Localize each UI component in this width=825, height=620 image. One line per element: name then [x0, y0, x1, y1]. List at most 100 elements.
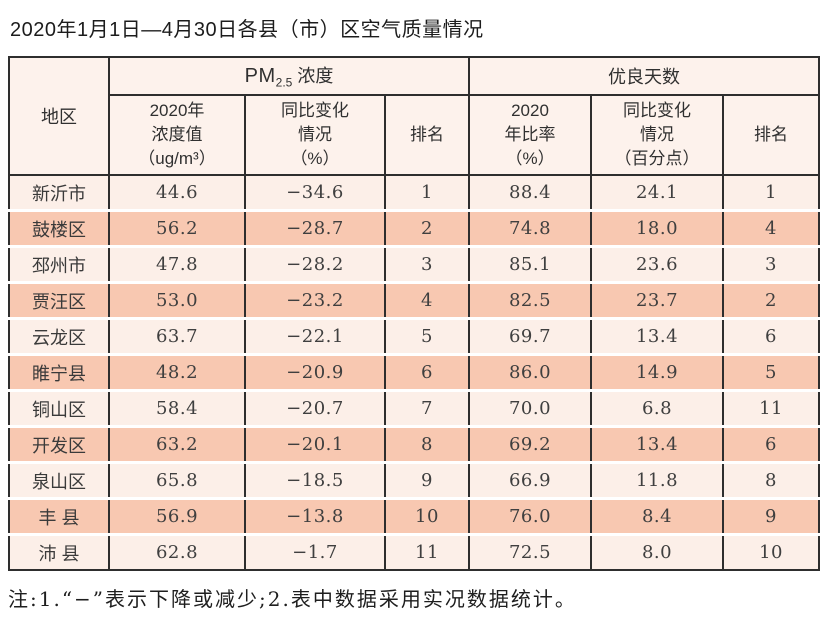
cell-days-rank: 3 — [722, 246, 820, 284]
header-sub-row: 2020年 浓度值 （ug/m³） 同比变化 情况 （%） 排名 2020 年比… — [9, 95, 820, 176]
cell-days-rate: 74.8 — [468, 210, 592, 248]
cell-days-change: 8.4 — [590, 498, 724, 536]
pm25-subscript: 2.5 — [275, 75, 293, 90]
cell-days-change: 23.6 — [590, 246, 724, 284]
cell-region: 开发区 — [8, 426, 109, 464]
cell-region: 泉山区 — [8, 462, 109, 500]
col-header-days-rate: 2020 年比率 （%） — [468, 95, 592, 176]
cell-days-rank: 10 — [722, 534, 820, 570]
col-group-good-days: 优良天数 — [468, 57, 820, 96]
cell-region: 鼓楼区 — [8, 210, 109, 248]
table-row: 开发区 63.2 −20.1 8 69.2 13.4 6 — [8, 426, 820, 464]
cell-pm-change: −13.8 — [244, 498, 385, 536]
col-header-pm-value: 2020年 浓度值 （ug/m³） — [108, 95, 245, 176]
cell-pm-change: −34.6 — [244, 175, 385, 212]
cell-days-rate: 85.1 — [468, 246, 592, 284]
cell-pm-change: −1.7 — [244, 534, 385, 570]
air-quality-table: 地区 PM2.5 浓度 优良天数 2020年 浓度值 （ug/m³） 同比变化 … — [8, 56, 821, 571]
cell-days-rank: 4 — [722, 210, 820, 248]
cell-pm-value: 62.8 — [108, 534, 245, 570]
cell-days-rank: 2 — [722, 282, 820, 320]
cell-pm-rank: 9 — [383, 462, 470, 500]
cell-days-change: 24.1 — [590, 175, 724, 212]
table-row: 泉山区 65.8 −18.5 9 66.9 11.8 8 — [8, 462, 820, 500]
table-row: 丰 县 56.9 −13.8 10 76.0 8.4 9 — [8, 498, 820, 536]
cell-days-change: 13.4 — [590, 318, 724, 356]
table-row: 沛 县 62.8 −1.7 11 72.5 8.0 10 — [8, 534, 820, 570]
cell-pm-rank: 7 — [383, 390, 470, 428]
cell-days-rate: 69.2 — [468, 426, 592, 464]
cell-days-rank: 1 — [722, 175, 820, 212]
col-header-pm-change: 同比变化 情况 （%） — [244, 95, 385, 176]
table-row: 铜山区 58.4 −20.7 7 70.0 6.8 11 — [8, 390, 820, 428]
cell-pm-change: −20.1 — [244, 426, 385, 464]
cell-region: 沛 县 — [8, 534, 109, 570]
cell-pm-value: 53.0 — [108, 282, 245, 320]
cell-pm-rank: 6 — [383, 354, 470, 392]
cell-region: 睢宁县 — [8, 354, 109, 392]
page-title: 2020年1月1日—4月30日各县（市）区空气质量情况 — [10, 19, 484, 41]
cell-days-rank: 6 — [722, 426, 820, 464]
cell-pm-change: −20.7 — [244, 390, 385, 428]
col-group-pm25: PM2.5 浓度 — [107, 57, 470, 96]
cell-pm-rank: 4 — [383, 282, 470, 320]
cell-days-rate: 66.9 — [468, 462, 592, 500]
cell-pm-rank: 10 — [383, 498, 470, 536]
table-body: 新沂市 44.6 −34.6 1 88.4 24.1 1 鼓楼区 56.2 −2… — [8, 175, 820, 570]
cell-days-change: 13.4 — [590, 426, 724, 464]
cell-pm-rank: 5 — [383, 318, 470, 356]
table-row: 新沂市 44.6 −34.6 1 88.4 24.1 1 — [8, 175, 820, 212]
cell-pm-rank: 1 — [383, 175, 470, 212]
cell-days-rank: 6 — [722, 318, 820, 356]
pm25-label-rest: 浓度 — [292, 66, 334, 87]
cell-days-rate: 88.4 — [468, 175, 592, 212]
cell-days-change: 6.8 — [590, 390, 724, 428]
pm25-label: PM — [244, 65, 276, 88]
cell-region: 云龙区 — [8, 318, 109, 356]
cell-pm-rank: 11 — [383, 534, 470, 570]
header-group-row: 地区 PM2.5 浓度 优良天数 — [8, 57, 820, 176]
cell-days-rank: 8 — [722, 462, 820, 500]
cell-pm-value: 58.4 — [108, 390, 245, 428]
cell-days-rank: 5 — [722, 354, 820, 392]
cell-region: 铜山区 — [8, 390, 109, 428]
col-header-region: 地区 — [8, 57, 109, 176]
cell-pm-rank: 2 — [383, 210, 470, 248]
cell-pm-rank: 3 — [383, 246, 470, 284]
table-row: 睢宁县 48.2 −20.9 6 86.0 14.9 5 — [8, 354, 820, 392]
cell-days-rate: 82.5 — [468, 282, 592, 320]
table-row: 鼓楼区 56.2 −28.7 2 74.8 18.0 4 — [8, 210, 820, 248]
cell-days-change: 23.7 — [590, 282, 724, 320]
cell-days-rate: 76.0 — [468, 498, 592, 536]
cell-pm-change: −28.7 — [244, 210, 385, 248]
table-header: 地区 PM2.5 浓度 优良天数 2020年 浓度值 （ug/m³） 同比变化 … — [8, 57, 820, 176]
cell-pm-change: −20.9 — [244, 354, 385, 392]
table-row: 邳州市 47.8 −28.2 3 85.1 23.6 3 — [8, 246, 820, 284]
cell-days-rate: 70.0 — [468, 390, 592, 428]
cell-days-rate: 86.0 — [468, 354, 592, 392]
cell-days-rate: 72.5 — [468, 534, 592, 570]
cell-pm-change: −28.2 — [244, 246, 385, 284]
cell-pm-value: 63.2 — [108, 426, 245, 464]
cell-days-rate: 69.7 — [468, 318, 592, 356]
cell-region: 邳州市 — [8, 246, 109, 284]
col-header-days-rank: 排名 — [722, 95, 820, 176]
cell-pm-value: 56.9 — [108, 498, 245, 536]
cell-pm-change: −18.5 — [244, 462, 385, 500]
col-header-pm-rank: 排名 — [383, 95, 470, 176]
cell-pm-change: −22.1 — [244, 318, 385, 356]
table-row: 贾汪区 53.0 −23.2 4 82.5 23.7 2 — [8, 282, 820, 320]
cell-pm-value: 44.6 — [108, 175, 245, 212]
cell-days-change: 18.0 — [590, 210, 724, 248]
cell-region: 贾汪区 — [8, 282, 109, 320]
cell-days-rank: 11 — [722, 390, 820, 428]
cell-days-change: 14.9 — [590, 354, 724, 392]
cell-pm-value: 48.2 — [108, 354, 245, 392]
cell-days-rank: 9 — [722, 498, 820, 536]
footnote: 注:1.“−”表示下降或减少;2.表中数据采用实况数据统计。 — [8, 587, 577, 611]
cell-days-change: 8.0 — [590, 534, 724, 570]
cell-pm-value: 56.2 — [108, 210, 245, 248]
table-row: 云龙区 63.7 −22.1 5 69.7 13.4 6 — [8, 318, 820, 356]
cell-region: 新沂市 — [8, 175, 109, 212]
cell-region: 丰 县 — [8, 498, 109, 536]
